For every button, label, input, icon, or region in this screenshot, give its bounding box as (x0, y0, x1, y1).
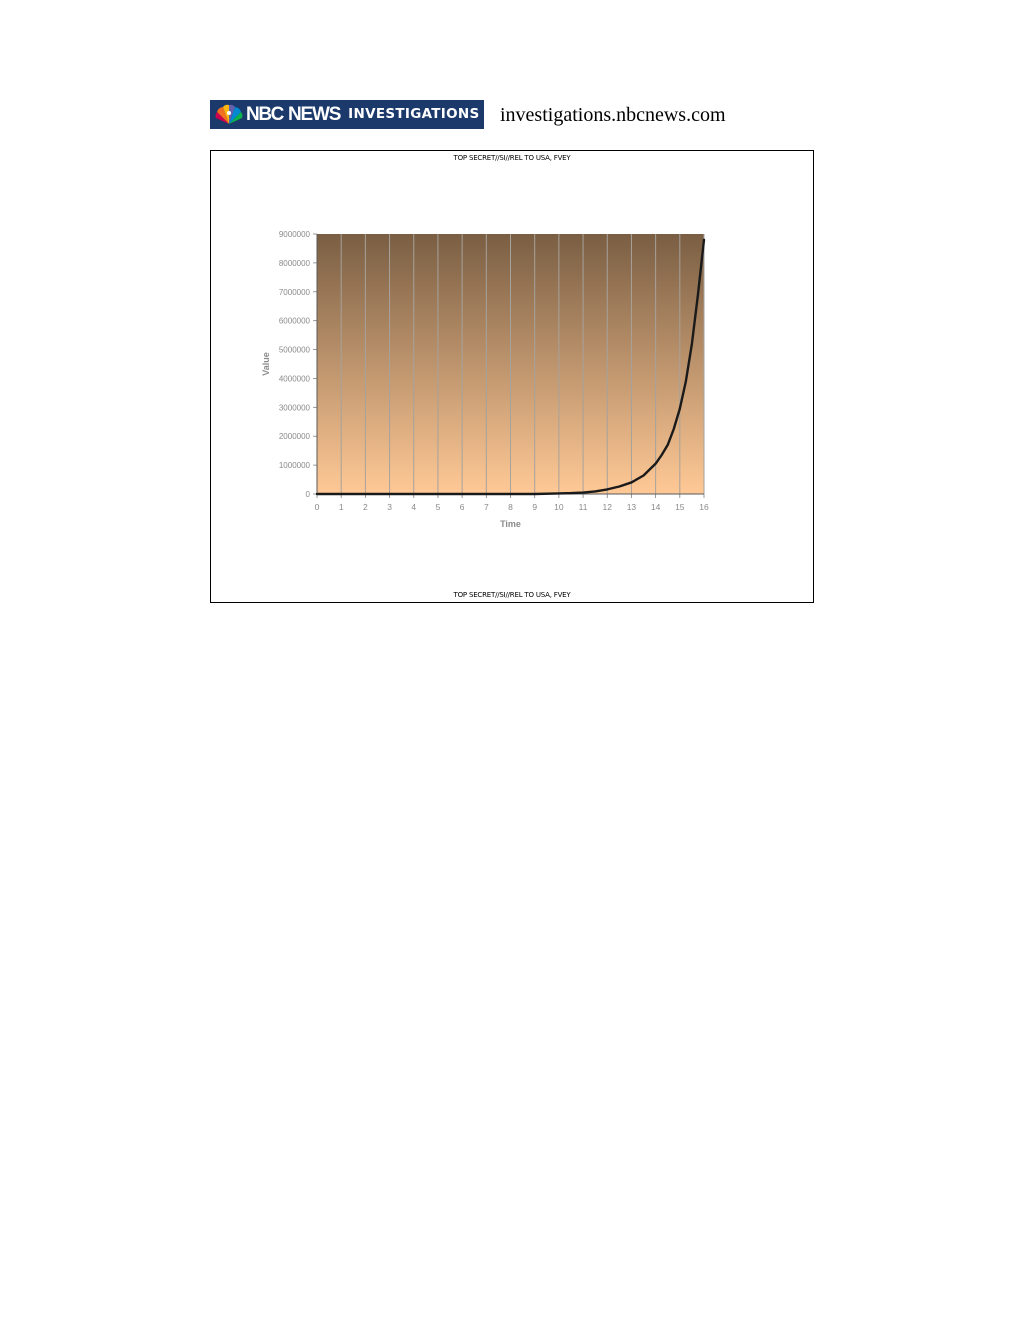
x-tick-label: 6 (460, 502, 465, 512)
y-tick-label: 3000000 (279, 403, 311, 412)
y-tick-label: 0 (306, 490, 311, 499)
x-tick-label: 9 (532, 502, 537, 512)
series-layer (315, 238, 706, 496)
logo-nbc-text: NBC (246, 104, 284, 125)
x-tick-label: 10 (554, 502, 564, 512)
x-tick-label: 5 (436, 502, 441, 512)
logo-investigations-text: INVESTIGATIONS (348, 105, 480, 122)
x-axis-label: Time (500, 519, 521, 529)
y-axis-label: Value (261, 352, 271, 376)
x-tick-label: 14 (651, 502, 661, 512)
peacock-icon (215, 104, 243, 124)
x-tick-label: 16 (699, 502, 709, 512)
x-tick-label: 7 (484, 502, 489, 512)
classification-banner-bottom: TOP SECRET//SI//REL TO USA, FVEY (453, 591, 571, 599)
x-tick-label: 13 (627, 502, 637, 512)
y-tick-label: 4000000 (279, 374, 311, 383)
y-tick-label: 1000000 (279, 461, 311, 470)
x-tick-label: 11 (579, 502, 588, 512)
y-tick-label: 9000000 (279, 230, 311, 239)
nbc-news-investigations-logo: NBC NEWS INVESTIGATIONS (210, 100, 484, 129)
y-tick-label: 5000000 (279, 346, 311, 355)
gridlines (340, 234, 705, 494)
series-line (315, 238, 706, 496)
x-tick-label: 12 (603, 502, 613, 512)
y-tick-label: 7000000 (279, 288, 311, 297)
x-tick-label: 8 (508, 502, 513, 512)
x-tick-label: 0 (315, 502, 320, 512)
x-tick-label: 1 (339, 502, 344, 512)
y-tick-label: 6000000 (279, 317, 311, 326)
x-tick-label: 3 (387, 502, 392, 512)
logo-news-text: NEWS (287, 104, 341, 125)
x-tick-label: 15 (675, 502, 685, 512)
classification-banner-top: TOP SECRET//SI//REL TO USA, FVEY (453, 154, 571, 162)
x-tick-label: 2 (363, 502, 368, 512)
tick-labels: 0 1 2 3 4 5 6 7 8 9 10 11 12 13 14 15 160100000020000003… (261, 230, 709, 529)
y-tick-label: 2000000 (279, 432, 311, 441)
y-tick-label: 8000000 (279, 259, 311, 268)
site-url: investigations.nbcnews.com (500, 104, 726, 126)
exponential-line-chart: 0 1 2 3 4 5 6 7 8 9 10 11 12 13 14 15 160100000020000003… (261, 230, 709, 529)
x-tick-label: 4 (411, 502, 416, 512)
